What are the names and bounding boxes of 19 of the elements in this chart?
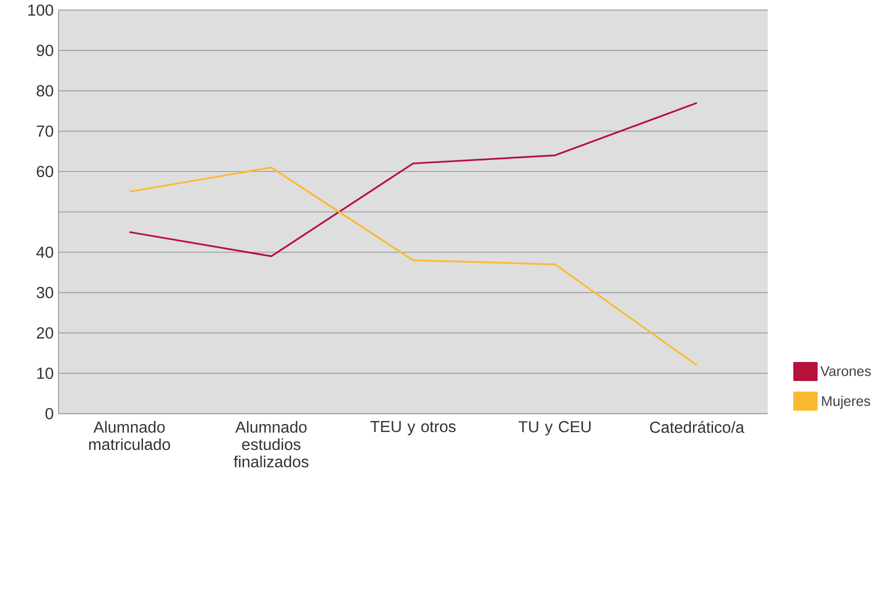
y-tick-label: 30: [36, 286, 54, 298]
y-tick-label: 70: [36, 125, 54, 137]
x-tick-label: TEU y otros: [370, 420, 456, 436]
x-tick-label: Alumnado matriculado: [89, 420, 170, 450]
y-tick-label: 90: [36, 44, 54, 56]
legend-label: Varones: [820, 366, 871, 376]
line-series: [128, 166, 698, 366]
legend-label: Mujeres: [822, 396, 870, 409]
x-tick-label: TU y CEU: [518, 420, 591, 436]
y-tick-label: 100: [28, 4, 54, 16]
y-tick-label: 10: [37, 367, 54, 379]
y-tick-label: 40: [36, 246, 54, 258]
y-tick-label: 20: [36, 327, 54, 338]
x-tick-label: Catedrático/a: [650, 420, 744, 433]
x-tick-label: Alumnado estudios finalizados: [234, 420, 308, 468]
line-series: [128, 102, 698, 257]
y-tick-label: 80: [36, 84, 54, 96]
y-tick-label: 60: [36, 166, 54, 177]
y-tick-label: 0: [46, 408, 54, 420]
